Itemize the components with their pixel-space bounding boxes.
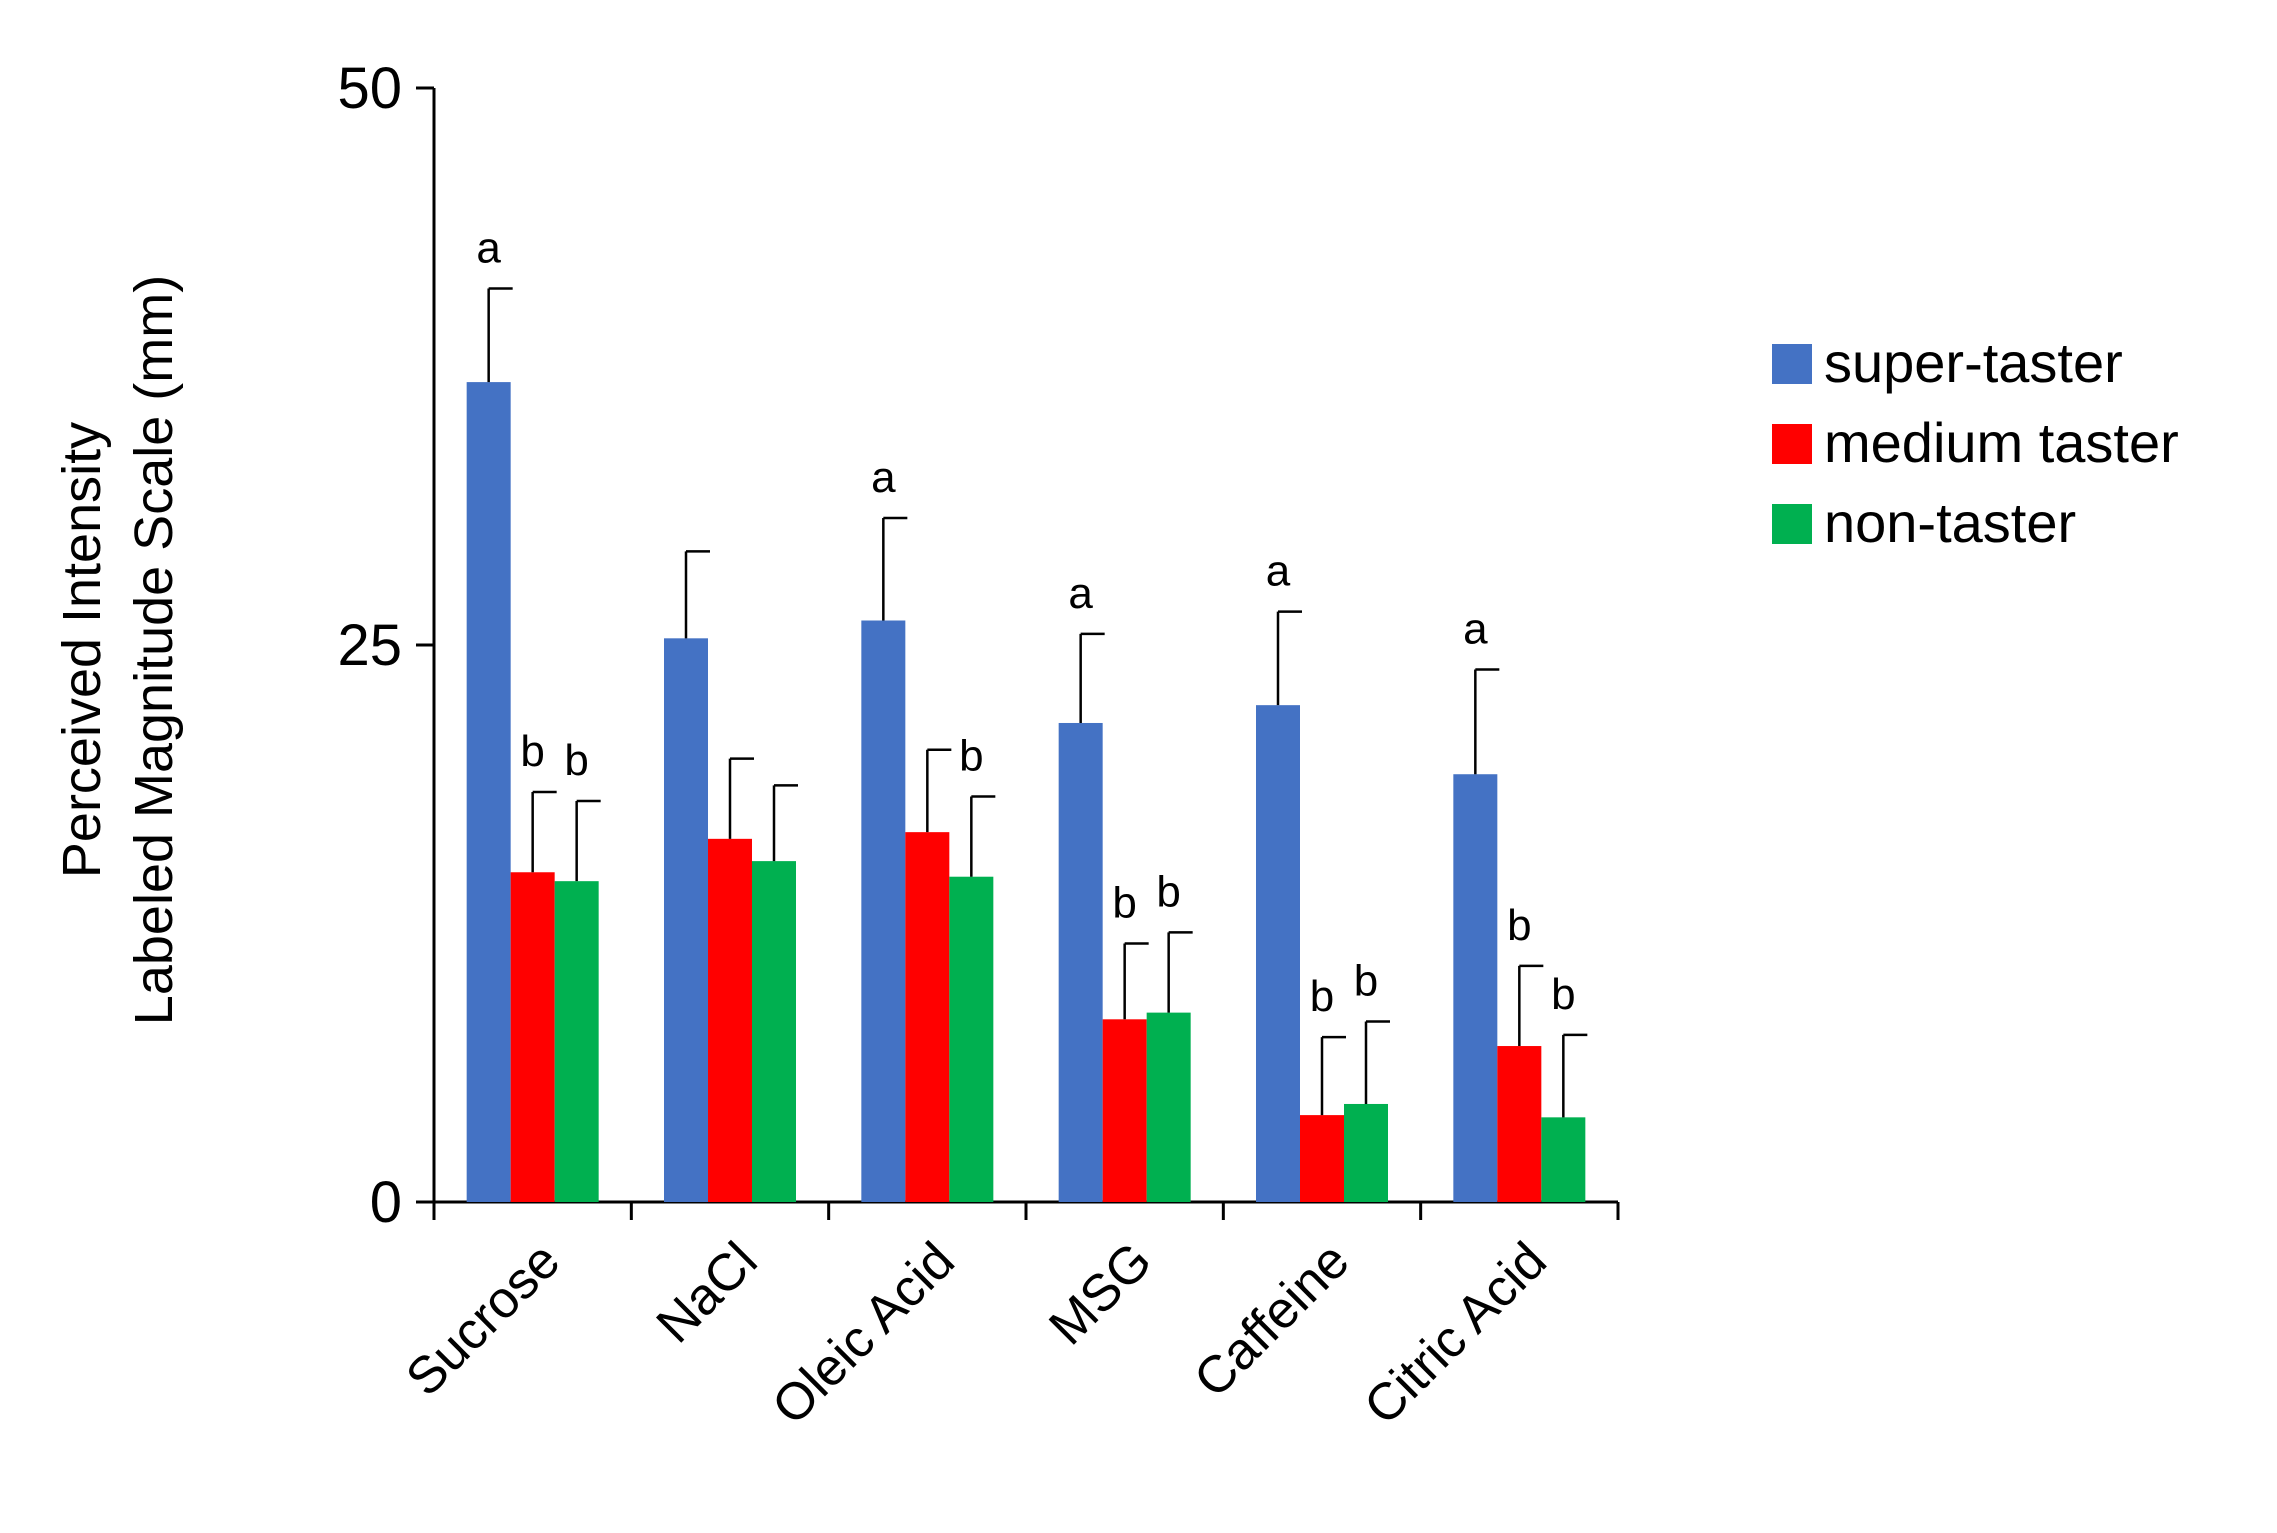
significance-letter: b xyxy=(959,732,983,781)
bar-super-taster-caffeine xyxy=(1256,705,1300,1202)
x-category-label: Oleic Acid xyxy=(761,1231,966,1436)
legend-swatch xyxy=(1772,424,1812,464)
y-axis-title-line-1: Perceived Intensity xyxy=(52,422,112,878)
significance-letter: a xyxy=(1463,605,1488,654)
legend-label: medium taster xyxy=(1824,411,2179,474)
bar-medium-taster-oleic-acid xyxy=(905,832,950,1202)
bar-series-group xyxy=(466,382,1586,1202)
legend-swatch xyxy=(1772,504,1812,544)
legend-label: non-taster xyxy=(1824,491,2076,554)
bar-super-taster-nacl xyxy=(664,638,708,1202)
x-axis xyxy=(432,1200,1620,1220)
bar-non-taster-nacl xyxy=(752,861,796,1202)
x-category-label: Citric Acid xyxy=(1353,1231,1557,1435)
bar-non-taster-caffeine xyxy=(1344,1103,1388,1202)
bar-non-taster-msg xyxy=(1146,1012,1191,1202)
bar-super-taster-sucrose xyxy=(466,382,511,1202)
x-category-label: Caffeine xyxy=(1183,1231,1360,1408)
significance-letter: b xyxy=(564,736,588,785)
y-axis: 0 25 50 xyxy=(337,56,436,1235)
y-axis-title-line-2: Labeled Magnitude Scale (mm) xyxy=(124,275,184,1025)
significance-letter: b xyxy=(1156,867,1180,916)
y-tick-label: 0 xyxy=(370,1170,402,1235)
bar-non-taster-sucrose xyxy=(554,881,599,1202)
bar-super-taster-msg xyxy=(1058,722,1103,1202)
x-category-label: NaCl xyxy=(646,1231,769,1354)
significance-letter: b xyxy=(1354,957,1378,1006)
bar-medium-taster-citric-acid xyxy=(1497,1046,1542,1202)
legend-label: super-taster xyxy=(1824,331,2123,394)
x-category-label: Sucrose xyxy=(395,1231,571,1407)
significance-letter: a xyxy=(1266,547,1291,596)
significance-letter: b xyxy=(1507,901,1531,950)
significance-letter: a xyxy=(476,224,501,273)
legend-swatch xyxy=(1772,344,1812,384)
bar-super-taster-oleic-acid xyxy=(861,620,906,1202)
legend: super-taster medium taster non-taster xyxy=(1772,331,2179,554)
significance-letter: a xyxy=(1068,569,1093,618)
bar-medium-taster-msg xyxy=(1102,1019,1147,1202)
bar-non-taster-citric-acid xyxy=(1541,1117,1586,1202)
significance-letter: b xyxy=(1112,879,1136,928)
y-axis-title: Perceived Intensity Labeled Magnitude Sc… xyxy=(52,275,184,1025)
y-tick-label: 50 xyxy=(337,56,402,121)
significance-letter: b xyxy=(520,727,544,776)
bar-medium-taster-nacl xyxy=(708,838,752,1202)
bar-super-taster-citric-acid xyxy=(1453,774,1498,1202)
significance-letter: a xyxy=(871,453,896,502)
error-bar-group xyxy=(487,287,1588,1118)
bar-medium-taster-sucrose xyxy=(510,872,555,1202)
significance-letter: b xyxy=(1551,970,1575,1019)
y-tick-label: 25 xyxy=(337,613,402,678)
bar-medium-taster-caffeine xyxy=(1300,1115,1344,1202)
bar-non-taster-oleic-acid xyxy=(949,876,994,1202)
x-category-label: MSG xyxy=(1038,1231,1163,1356)
significance-letter: b xyxy=(1310,972,1334,1021)
